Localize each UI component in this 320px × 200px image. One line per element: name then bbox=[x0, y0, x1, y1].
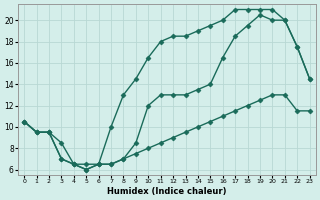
X-axis label: Humidex (Indice chaleur): Humidex (Indice chaleur) bbox=[107, 187, 227, 196]
